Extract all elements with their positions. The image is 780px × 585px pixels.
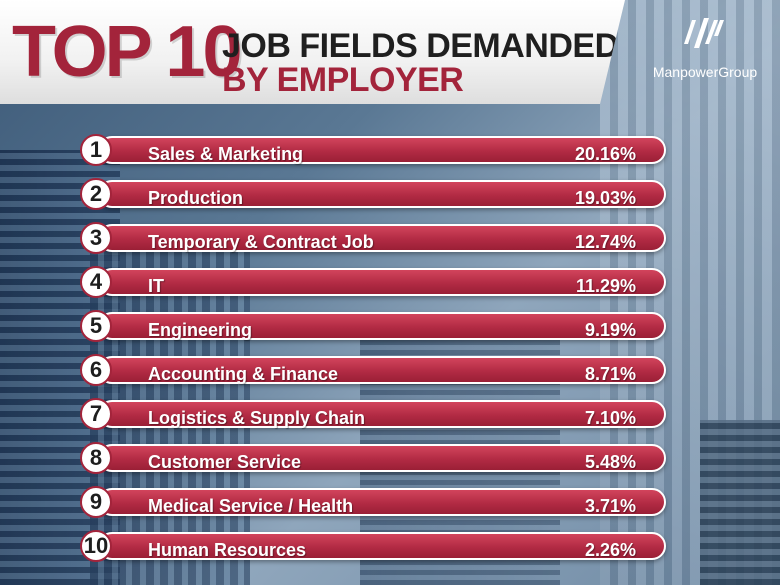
percentage-value: 20.16% <box>574 144 636 164</box>
rank-badge: 4 <box>80 266 112 298</box>
ranking-row: Temporary & Contract Job 12.74% 3 <box>80 222 668 254</box>
ranking-row: Medical Service / Health 3.71% 9 <box>80 486 668 518</box>
job-field-label: IT <box>148 276 164 296</box>
job-field-label: Engineering <box>148 320 253 340</box>
manpower-slash-logo-icon <box>684 18 724 48</box>
percentage-value: 11.29% <box>575 276 636 296</box>
ranking-bar: Accounting & Finance 8.71% <box>98 356 666 384</box>
rank-badge: 6 <box>80 354 112 386</box>
title-top10: TOP 10 <box>12 12 242 92</box>
ranking-row: Accounting & Finance 8.71% 6 <box>80 354 668 386</box>
ranking-bar: Production 19.03% <box>98 180 666 208</box>
ranking-bar: IT 11.29% <box>98 268 666 296</box>
ranking-bar: Engineering 9.19% <box>98 312 666 340</box>
ranking-row: Customer Service 5.48% 8 <box>80 442 668 474</box>
ranking-bar: Medical Service / Health 3.71% <box>98 488 666 516</box>
rank-badge: 10 <box>80 530 112 562</box>
percentage-value: 5.48% <box>584 452 636 472</box>
percentage-value: 8.71% <box>584 364 636 384</box>
percentage-value: 3.71% <box>584 496 636 516</box>
job-field-label: Logistics & Supply Chain <box>148 408 366 428</box>
ranking-row: IT 11.29% 4 <box>80 266 668 298</box>
job-field-label: Accounting & Finance <box>148 364 339 384</box>
percentage-value: 9.19% <box>584 320 636 340</box>
ranking-bar: Customer Service 5.48% <box>98 444 666 472</box>
brand-name: ManpowerGroup <box>652 64 758 80</box>
rank-badge: 9 <box>80 486 112 518</box>
rank-badge: 3 <box>80 222 112 254</box>
job-field-label: Medical Service / Health <box>148 496 354 516</box>
ranking-bar: Human Resources 2.26% <box>98 532 666 560</box>
ranking-row: Production 19.03% 2 <box>80 178 668 210</box>
job-field-label: Temporary & Contract Job <box>148 232 374 252</box>
rank-badge: 8 <box>80 442 112 474</box>
ranking-bar: Sales & Marketing 20.16% <box>98 136 666 164</box>
title-line-1: JOB FIELDS DEMANDED <box>222 27 619 65</box>
brand-block: ManpowerGroup <box>640 14 770 84</box>
background-building <box>700 420 780 585</box>
rank-badge: 5 <box>80 310 112 342</box>
ranking-row: Engineering 9.19% 5 <box>80 310 668 342</box>
ranking-row: Human Resources 2.26% 10 <box>80 530 668 562</box>
job-field-label: Sales & Marketing <box>148 144 304 164</box>
job-field-label: Human Resources <box>148 540 307 560</box>
ranking-bar: Temporary & Contract Job 12.74% <box>98 224 666 252</box>
percentage-value: 19.03% <box>574 188 636 208</box>
percentage-value: 12.74% <box>574 232 636 252</box>
percentage-value: 2.26% <box>584 540 636 560</box>
rank-badge: 7 <box>80 398 112 430</box>
percentage-value: 7.10% <box>584 408 636 428</box>
ranking-row: Sales & Marketing 20.16% 1 <box>80 134 668 166</box>
title-banner: TOP 10 JOB FIELDS DEMANDED BY EMPLOYER <box>0 0 625 104</box>
title-line-2: BY EMPLOYER <box>222 61 464 99</box>
ranking-row: Logistics & Supply Chain 7.10% 7 <box>80 398 668 430</box>
ranking-bar: Logistics & Supply Chain 7.10% <box>98 400 666 428</box>
rank-badge: 1 <box>80 134 112 166</box>
job-field-label: Production <box>148 188 243 208</box>
rank-badge: 2 <box>80 178 112 210</box>
job-field-label: Customer Service <box>148 452 302 472</box>
